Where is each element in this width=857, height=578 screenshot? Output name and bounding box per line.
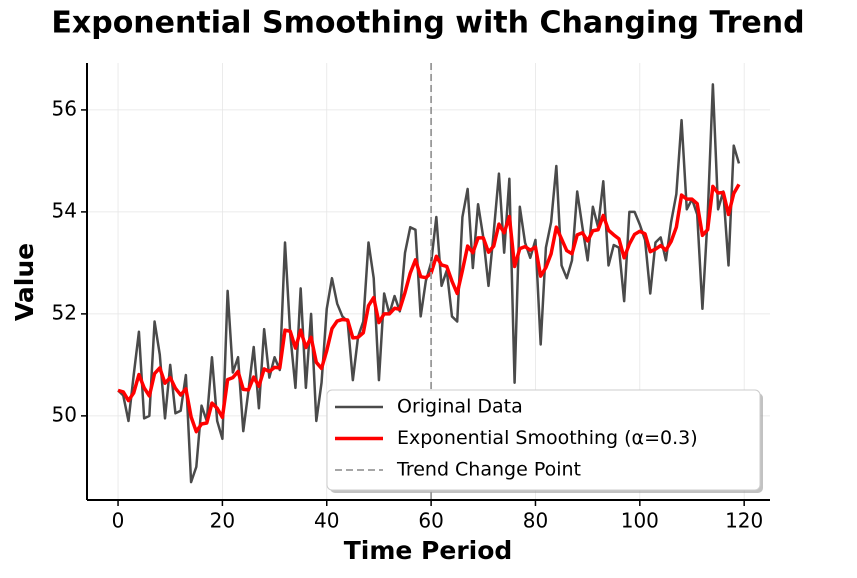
x-tick-label: 40: [314, 509, 339, 533]
y-tick-label: 52: [52, 300, 77, 324]
x-tick-label: 60: [418, 509, 443, 533]
legend-box: [326, 389, 761, 491]
y-tick-label: 54: [52, 198, 77, 222]
x-tick-label: 20: [210, 509, 235, 533]
x-tick-label: 0: [112, 509, 125, 533]
legend-label: Original Data: [397, 396, 523, 418]
series-line: [117, 83, 741, 484]
x-axis-label: Time Period: [344, 536, 513, 565]
chart-title: Exponential Smoothing with Changing Tren…: [51, 6, 804, 41]
x-tick-label: 80: [523, 509, 548, 533]
y-axis-label: Value: [10, 243, 39, 321]
x-tick-label: 100: [621, 509, 659, 533]
series-line: [117, 183, 741, 434]
x-tick-label: 120: [725, 509, 763, 533]
legend-label: Exponential Smoothing (α=0.3): [397, 427, 698, 449]
legend-label: Trend Change Point: [396, 459, 581, 481]
y-tick-label: 56: [52, 96, 77, 120]
y-tick-label: 50: [52, 402, 77, 426]
